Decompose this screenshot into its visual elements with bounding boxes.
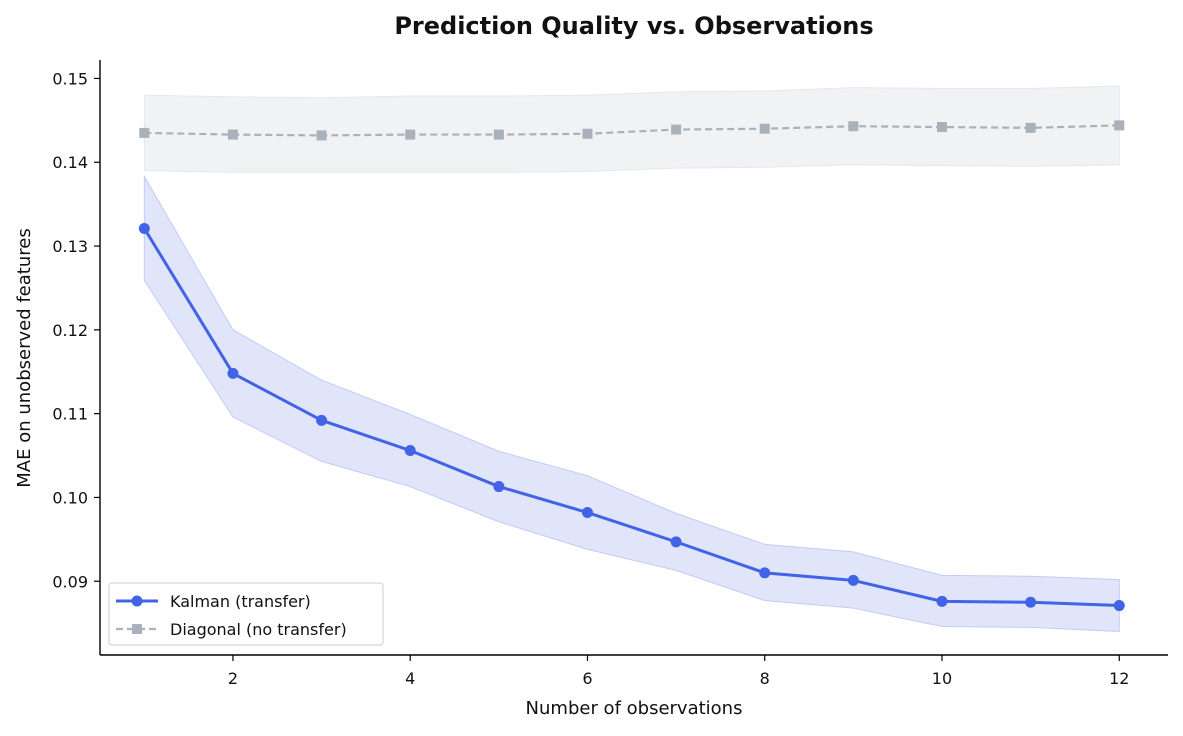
y-ticks: 0.09 0.10 0.11 0.12 0.13 0.14 0.15	[52, 69, 100, 591]
x-tick-label: 12	[1109, 669, 1129, 688]
data-point	[404, 445, 416, 457]
y-axis-label: MAE on unobserved features	[14, 228, 35, 487]
x-axis-label: Number of observations	[526, 698, 743, 719]
data-point	[138, 222, 150, 234]
data-point	[316, 130, 327, 141]
y-tick-label: 0.09	[52, 572, 88, 591]
data-point	[1025, 596, 1037, 608]
data-point	[671, 124, 682, 135]
data-point	[493, 481, 505, 493]
data-point	[316, 414, 328, 426]
series-line	[144, 124, 1120, 137]
data-point	[670, 536, 682, 548]
x-tick-label: 6	[582, 669, 592, 688]
data-point	[493, 129, 504, 140]
series-line	[143, 227, 1120, 608]
data-point	[1113, 600, 1125, 612]
legend: Kalman (transfer) Diagonal (no transfer)	[108, 582, 384, 646]
x-tick-label: 2	[228, 669, 238, 688]
data-point	[759, 567, 771, 579]
data-point	[848, 121, 859, 132]
legend-marker	[132, 624, 142, 634]
data-point	[936, 595, 948, 607]
legend-marker	[131, 595, 143, 607]
legend-entries: Kalman (transfer) Diagonal (no transfer)	[116, 592, 347, 639]
axes	[99, 60, 1168, 656]
x-tick-label: 8	[760, 669, 770, 688]
y-tick-label: 0.12	[52, 321, 88, 340]
legend-box	[108, 582, 384, 646]
data-point	[847, 574, 859, 586]
data-point	[1025, 122, 1036, 133]
data-point	[759, 123, 770, 134]
confidence-bands	[143, 85, 1120, 633]
data-point	[227, 129, 238, 140]
data-point	[581, 507, 593, 519]
data-point	[227, 367, 239, 379]
y-tick-label: 0.14	[52, 153, 88, 172]
data-point	[936, 122, 947, 133]
y-tick-label: 0.15	[52, 69, 88, 88]
x-ticks: 2 4 6 8 10 12	[228, 655, 1129, 688]
confidence-band	[143, 174, 1120, 633]
data-point	[1114, 120, 1125, 131]
confidence-band	[143, 85, 1120, 173]
y-tick-label: 0.10	[52, 488, 88, 507]
legend-label: Diagonal (no transfer)	[170, 620, 347, 639]
data-point	[139, 127, 150, 138]
y-tick-label: 0.11	[52, 405, 88, 424]
data-point	[582, 128, 593, 139]
x-tick-label: 4	[405, 669, 415, 688]
chart-title: Prediction Quality vs. Observations	[394, 12, 873, 40]
y-tick-label: 0.13	[52, 237, 88, 256]
x-tick-label: 10	[932, 669, 952, 688]
data-point	[405, 129, 416, 140]
series-layer	[138, 120, 1125, 612]
legend-label: Kalman (transfer)	[170, 592, 311, 611]
